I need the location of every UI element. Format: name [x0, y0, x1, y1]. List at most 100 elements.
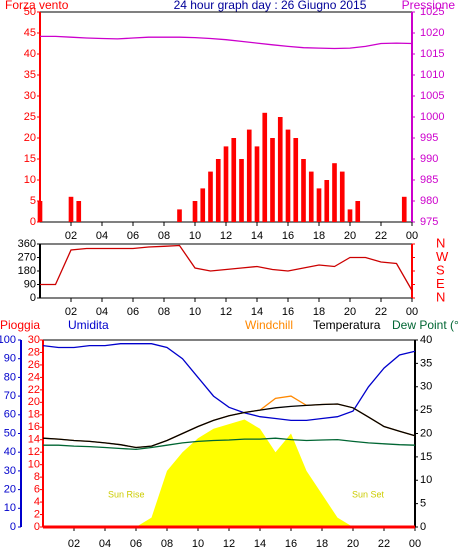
y3-tick-label: 28: [28, 346, 40, 358]
y2-tick-label: 5: [420, 498, 426, 510]
wind-bar: [308, 171, 314, 222]
wind-bar: [37, 201, 43, 222]
y-tick-label: 30: [4, 465, 16, 477]
wind-bar: [270, 138, 275, 222]
y-tick-label: 10: [24, 174, 36, 186]
wind-bar: [339, 171, 345, 222]
x-tick-label: 10: [189, 306, 201, 318]
y-tick-label: 90: [24, 278, 36, 290]
x-tick-label: 04: [96, 306, 108, 318]
wind-bar: [355, 201, 361, 222]
x-tick-label: 02: [68, 538, 80, 550]
wind-bar: [246, 129, 252, 222]
x-tick-label: 14: [251, 306, 263, 318]
wind-bar: [68, 196, 74, 222]
x-tick-label: 18: [313, 230, 325, 242]
y-tick-label: 0: [30, 216, 36, 228]
wind-bar: [208, 171, 213, 222]
y2-tick-label: W: [436, 249, 449, 264]
y2-tick-label: N: [436, 235, 445, 250]
series-label: Dew Point (°C: [392, 318, 459, 332]
y2-tick-label: 20: [420, 427, 432, 439]
y2-tick-label: 975: [420, 216, 438, 228]
wind-bar: [347, 209, 353, 222]
wind-bar: [277, 117, 283, 222]
y-tick-label: 40: [24, 48, 36, 60]
wind-bar: [262, 112, 268, 222]
y2-tick-label: E: [436, 276, 445, 291]
x-tick-label: 10: [189, 230, 201, 242]
x-tick-label: 00: [406, 230, 418, 242]
x-tick-label: 00: [406, 306, 418, 318]
y-tick-label: 0: [30, 292, 36, 304]
wind-bar: [293, 138, 299, 222]
wind-bar: [200, 188, 206, 222]
wind-bar: [301, 159, 306, 222]
x-tick-label: 02: [65, 306, 77, 318]
chart-title: 24 hour graph day : 26 Giugno 2015: [174, 0, 367, 12]
y2-tick-label: 0: [420, 521, 426, 533]
y-tick-label: 10: [4, 502, 16, 514]
y2-tick-label: 25: [420, 404, 432, 416]
y2-tick-label: 980: [420, 195, 438, 207]
y-tick-label: 5: [30, 195, 36, 207]
y3-tick-label: 10: [28, 459, 40, 471]
y3-tick-label: 12: [28, 446, 40, 458]
wind-bar: [316, 188, 322, 222]
y2-tick-label: 990: [420, 153, 438, 165]
y-tick-label: 70: [4, 390, 16, 402]
x-tick-label: 08: [161, 538, 173, 550]
wind-bar: [285, 129, 291, 222]
solar-area: [43, 419, 415, 527]
x-tick-label: 06: [127, 306, 139, 318]
wind-bar: [401, 196, 407, 222]
x-tick-label: 12: [223, 538, 235, 550]
annotation: Sun Rise: [108, 489, 145, 499]
y-tick-label: 100: [0, 334, 16, 346]
y3-tick-label: 20: [28, 396, 40, 408]
y-tick-label: 25: [24, 111, 36, 123]
y3-tick-label: 6: [34, 484, 40, 496]
x-tick-label: 12: [220, 230, 232, 242]
y3-tick-label: 24: [28, 371, 40, 383]
y2-tick-label: 10: [420, 474, 432, 486]
series-label: Forza vento: [5, 0, 69, 12]
y-tick-label: 45: [24, 27, 36, 39]
y2-tick-label: S: [436, 262, 445, 277]
y-tick-label: 50: [4, 427, 16, 439]
y2-tick-label: 995: [420, 132, 438, 144]
series-label: Umidita: [68, 318, 109, 332]
y2-tick-label: 35: [420, 357, 432, 369]
wind-bar: [223, 146, 229, 222]
y2-tick-label: 1000: [420, 111, 444, 123]
y3-tick-label: 0: [34, 521, 40, 533]
x-tick-label: 20: [344, 306, 356, 318]
x-tick-label: 04: [99, 538, 111, 550]
wind-bar: [177, 209, 182, 222]
x-tick-label: 06: [127, 230, 139, 242]
y3-tick-label: 16: [28, 421, 40, 433]
series-line: [40, 35, 413, 50]
y2-tick-label: 40: [420, 334, 432, 346]
y3-tick-label: 4: [34, 496, 40, 508]
wind-bar: [239, 159, 244, 222]
x-tick-label: 08: [158, 306, 170, 318]
y-tick-label: 35: [24, 69, 36, 81]
y-tick-label: 40: [4, 446, 16, 458]
x-tick-label: 06: [130, 538, 142, 550]
series-label: Pioggia: [0, 318, 40, 332]
wind-bar: [231, 138, 237, 222]
plot-area: [39, 243, 413, 299]
x-tick-label: 16: [282, 306, 294, 318]
y2-tick-label: 1025: [420, 6, 444, 18]
x-tick-label: 16: [282, 230, 294, 242]
y2-tick-label: 985: [420, 174, 438, 186]
annotation: Sun Set: [352, 489, 385, 499]
y-tick-label: 270: [18, 251, 36, 263]
y3-tick-label: 8: [34, 471, 40, 483]
y-tick-label: 20: [4, 484, 16, 496]
x-tick-label: 22: [378, 538, 390, 550]
y-tick-label: 50: [24, 6, 36, 18]
y-tick-label: 180: [18, 265, 36, 277]
